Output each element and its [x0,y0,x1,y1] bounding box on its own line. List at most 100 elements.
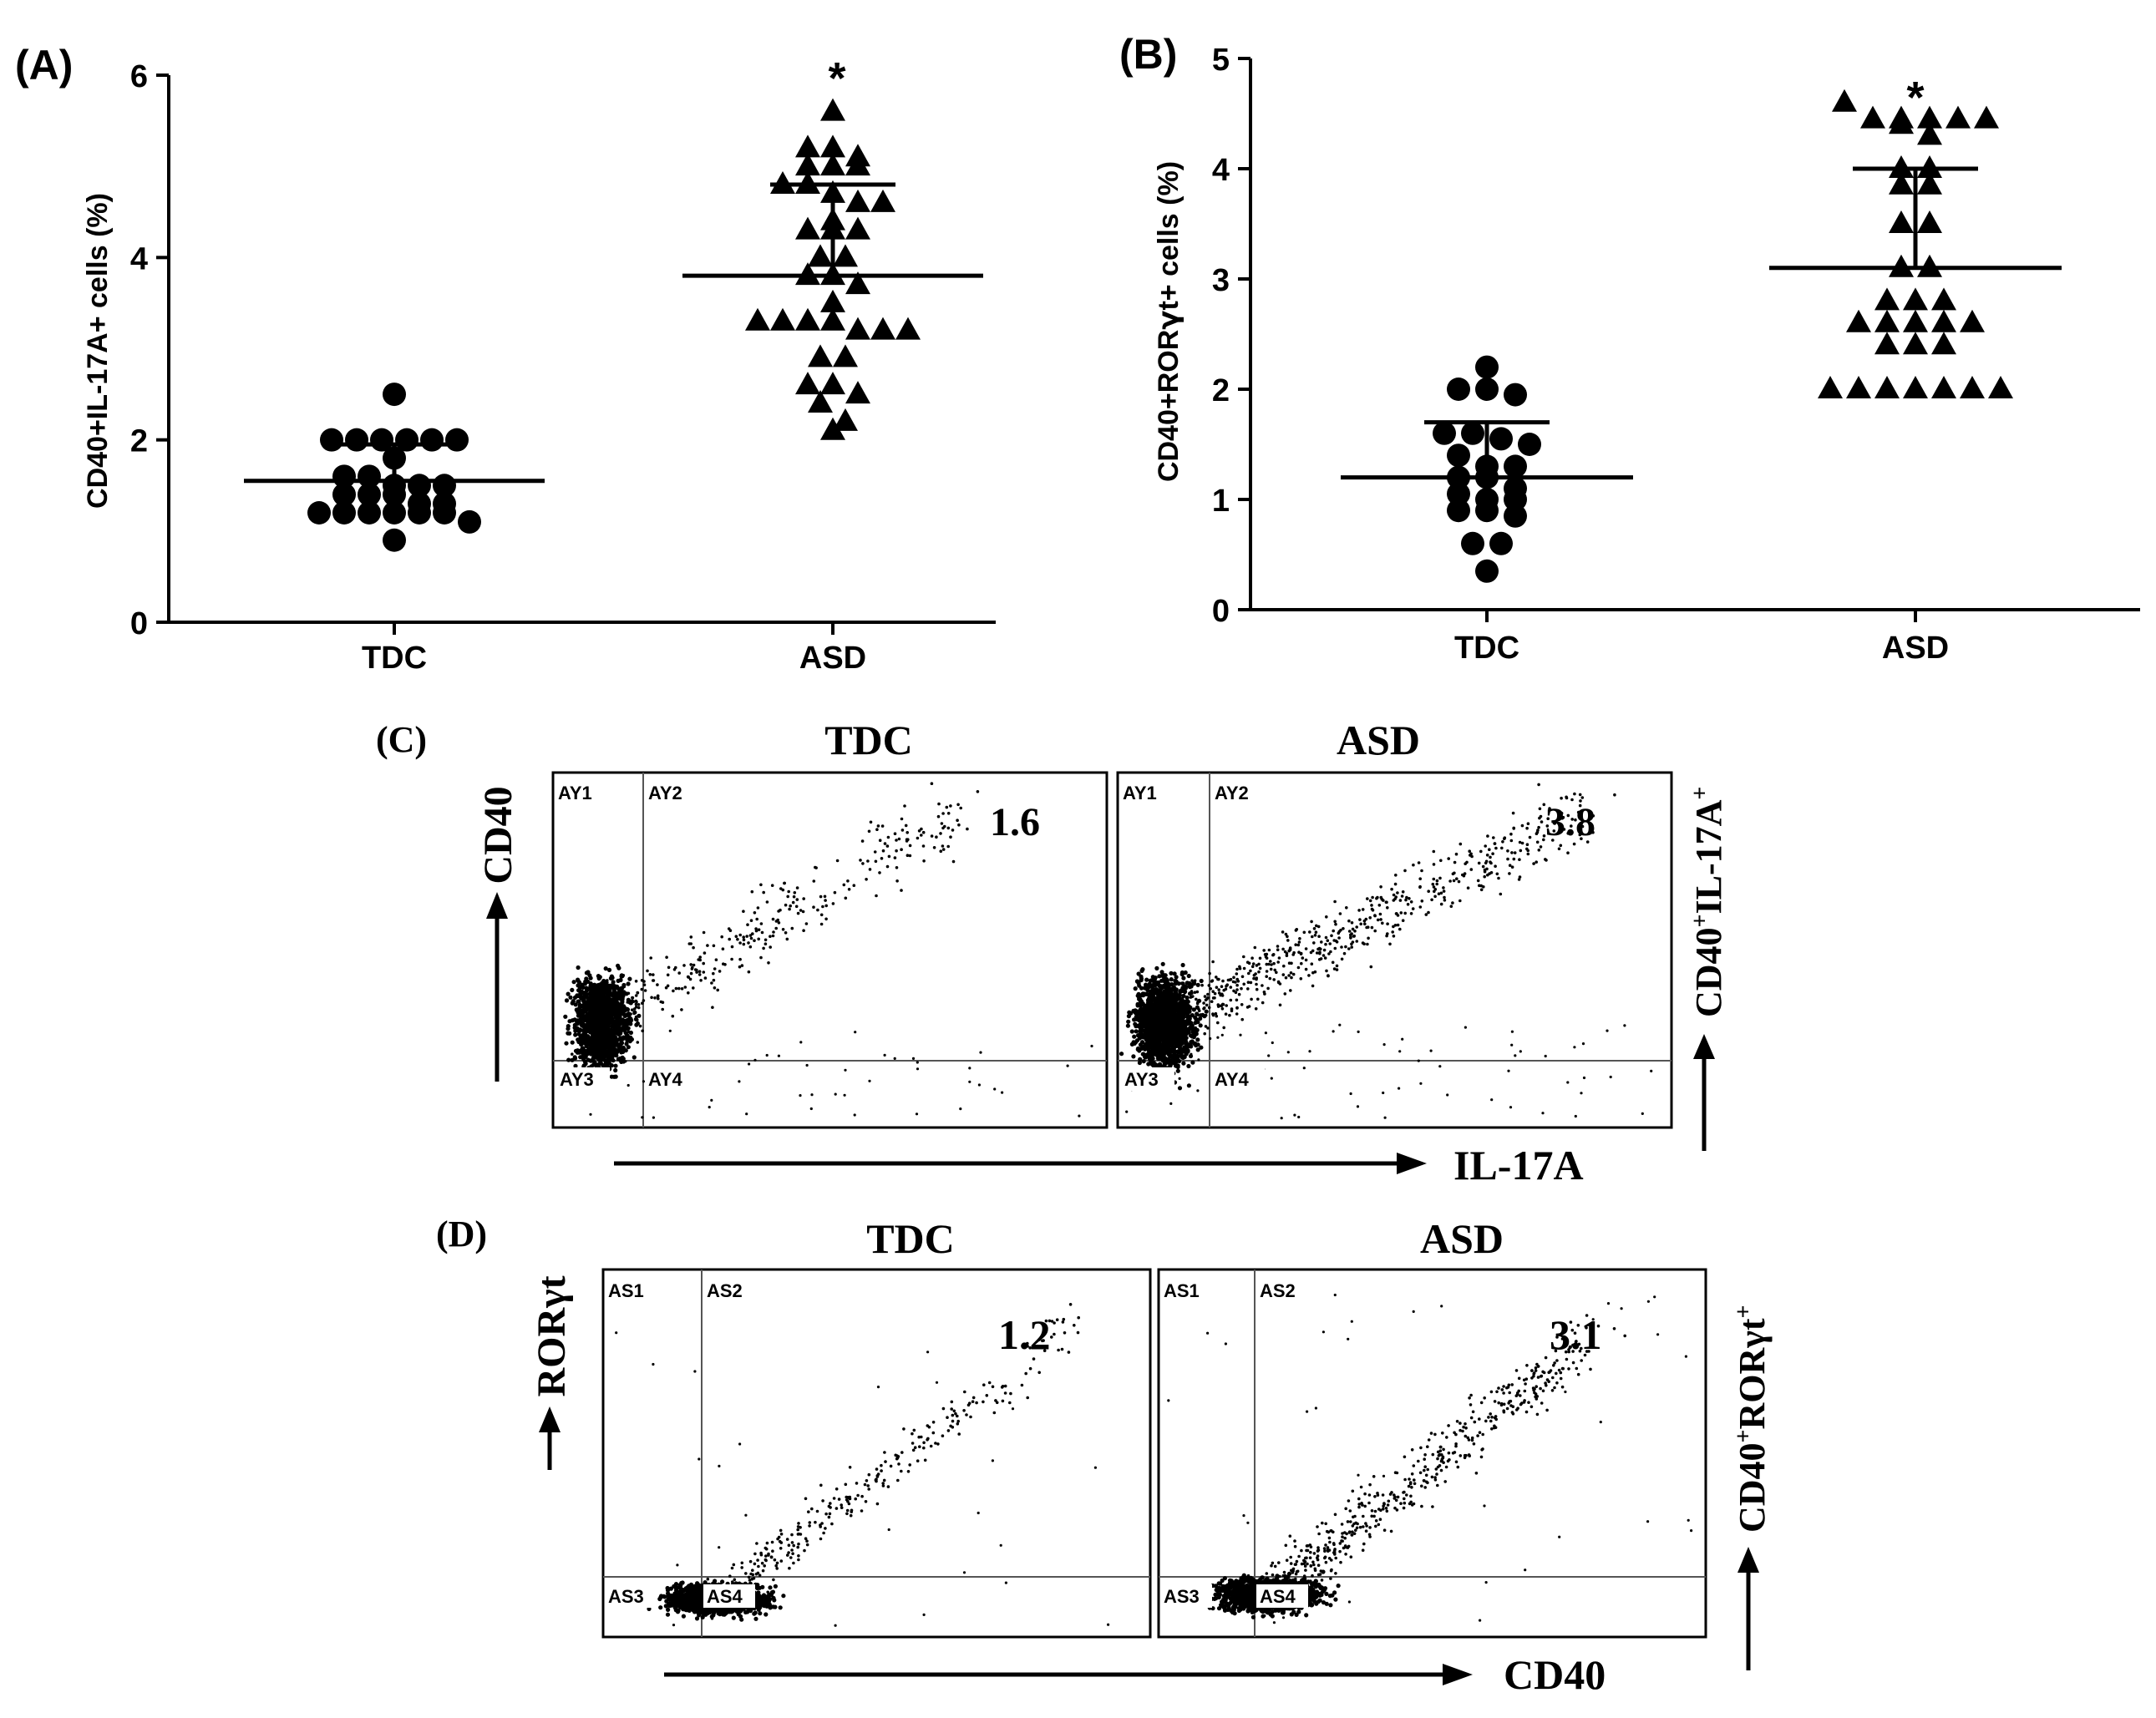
event-dot [570,1001,575,1006]
event-dot [1254,1007,1258,1011]
event-dot [1205,1003,1209,1007]
panel-b-data-points [1341,89,2062,583]
event-dot [1177,1086,1183,1091]
event-dot [1335,940,1339,944]
event-dot [865,878,868,881]
data-point-triangle [820,98,845,121]
event-dot [672,989,675,993]
event-dot [1186,1063,1191,1069]
event-dot [586,979,591,984]
event-dot [1340,957,1344,961]
event-dot [1509,1106,1513,1109]
event-dot [1435,879,1439,883]
event-dot [1267,948,1271,952]
event-dot [868,868,872,871]
y-tick-label: 0 [1212,594,1230,629]
event-dot [1370,925,1374,930]
event-dot [1262,949,1266,952]
event-dot [1172,988,1175,992]
event-dot [979,1051,982,1054]
panel-c-asd-title: ASD [1337,717,1420,763]
event-dot [1225,1004,1228,1007]
event-dot [582,992,587,997]
event-dot [582,1027,587,1032]
event-dot [1256,997,1260,1001]
event-dot [677,986,681,991]
event-dot [1204,1009,1209,1014]
event-dot [1283,950,1287,954]
panel-a-x-tick-label-tdc: TDC [362,641,427,676]
event-dot [1234,981,1237,984]
event-dot [866,859,870,863]
event-dot [581,1017,584,1021]
event-dot [1314,930,1318,934]
event-dot [742,910,745,913]
event-dot [1325,915,1328,919]
event-dot [592,985,598,990]
event-dot [590,1006,593,1011]
data-point-circle [320,428,343,452]
event-dot [1483,869,1487,874]
panel-c-tdc-value: 1.6 [990,800,1040,844]
event-dot [640,987,644,991]
event-dot [738,941,742,945]
event-dot [1350,932,1353,935]
event-dot [689,963,692,966]
data-point-triangle [833,408,858,431]
event-dot [649,956,652,960]
data-point-triangle [845,153,870,176]
event-dot [1210,980,1214,983]
event-dot [1452,879,1456,883]
event-dot [951,829,955,832]
event-dot [1272,961,1276,965]
event-dot [1285,954,1289,957]
event-dot [1149,998,1154,1003]
event-dot [1494,846,1498,850]
event-dot [1160,1016,1165,1021]
event-dot [689,935,693,939]
event-dot [1352,935,1356,938]
event-dot [1376,918,1380,922]
event-dot [1406,903,1410,906]
event-dot [951,859,956,864]
panel-d-label: (D) [436,1214,487,1254]
event-dot [1359,922,1362,926]
data-point-triangle [820,289,845,312]
event-dot [916,1061,919,1064]
event-dot [1288,948,1292,951]
event-dot [1199,1013,1203,1016]
event-dot [1469,868,1474,871]
data-point-triangle [895,317,921,340]
event-dot [585,988,590,993]
event-dot [1404,898,1408,902]
event-dot [921,844,926,848]
event-dot [1357,1030,1360,1033]
event-dot [1204,998,1208,1002]
event-dot [1347,919,1351,923]
event-dot [634,980,638,983]
y-tick-label: 5 [1212,43,1230,78]
event-dot [861,862,865,865]
event-dot [614,1003,618,1007]
event-dot [603,1033,608,1038]
event-dot [1392,899,1396,902]
event-dot [626,1023,629,1027]
event-dot [573,1028,578,1033]
event-dot [881,849,885,853]
panel-c-right-label-mid: IL-17A [1688,799,1729,914]
event-dot [586,1005,591,1009]
event-dot [1289,989,1292,992]
event-dot [1370,904,1373,907]
event-dot [1396,891,1399,894]
event-dot [573,1032,578,1037]
event-dot [1311,949,1315,953]
panel-c-asd-q1: AY1 [1123,783,1157,803]
event-dot [1284,976,1288,980]
event-dot [1265,962,1269,966]
data-point-triangle [1903,376,1928,398]
event-dot [629,1012,632,1016]
event-dot [622,993,626,996]
event-dot [1355,940,1359,943]
event-dot [941,812,945,815]
y-tick-label: 2 [1212,373,1230,408]
